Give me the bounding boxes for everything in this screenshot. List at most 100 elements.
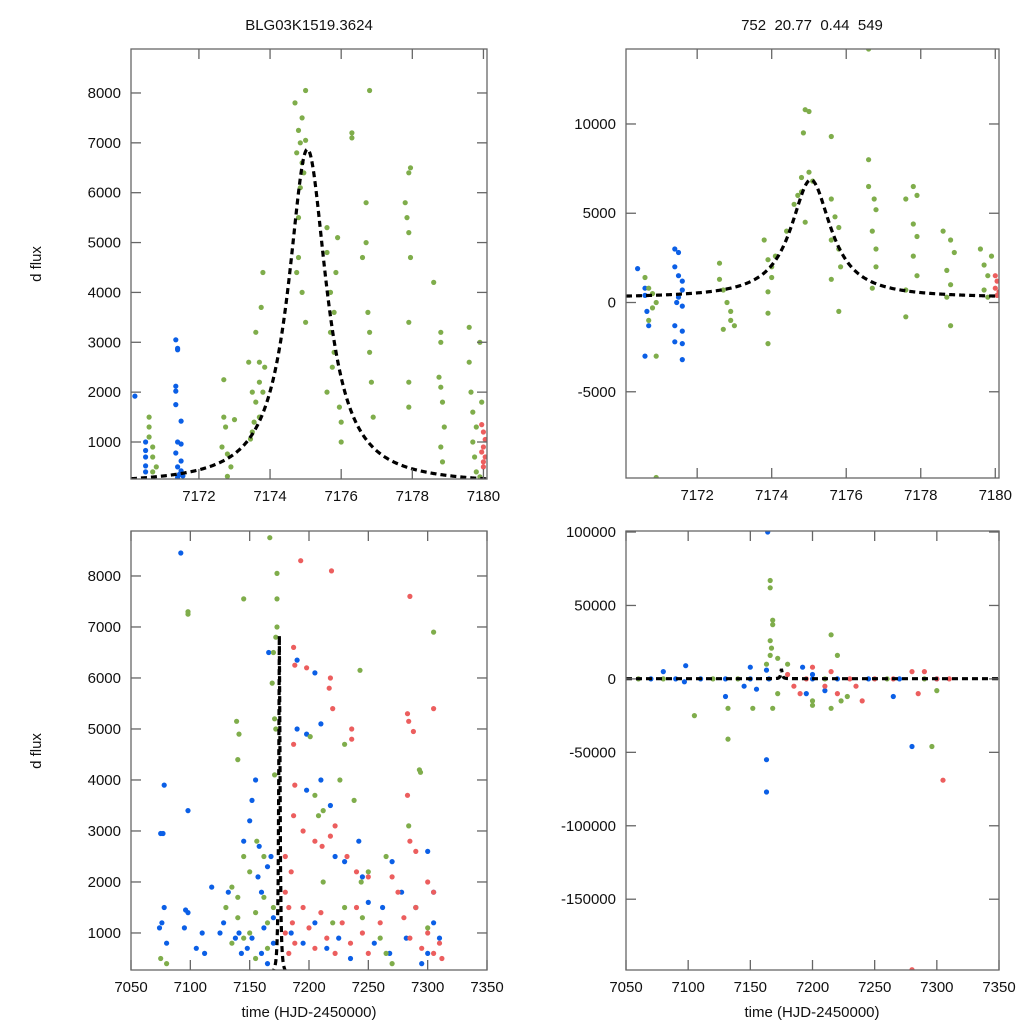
- data-point-blue: [675, 294, 682, 300]
- data-point-red: [828, 669, 834, 675]
- data-point-blue: [173, 450, 179, 456]
- data-point-blue: [288, 930, 294, 936]
- data-point-red: [347, 940, 354, 946]
- y-tick-label: 5000: [583, 205, 616, 222]
- data-point-green: [470, 409, 476, 415]
- data-point-blue: [679, 303, 685, 309]
- data-point-green: [338, 439, 344, 445]
- data-point-blue: [178, 550, 184, 556]
- y-tick-label: -50000: [569, 744, 616, 761]
- data-point-red: [915, 691, 921, 697]
- data-point-green: [770, 622, 776, 628]
- data-point-blue: [336, 935, 342, 941]
- data-point-green: [295, 215, 302, 221]
- data-point-green: [761, 237, 767, 243]
- data-point-red: [328, 568, 335, 574]
- axes-frame: [130, 530, 488, 971]
- x-tick-label: 7174: [755, 487, 788, 504]
- data-point-green: [185, 611, 191, 617]
- plot-area-top-left: [131, 87, 487, 479]
- data-point-green: [948, 237, 954, 243]
- data-point-green: [646, 317, 652, 323]
- data-point-blue: [143, 439, 149, 445]
- data-point-green: [934, 688, 940, 694]
- data-point-red: [318, 910, 324, 916]
- data-point-green: [438, 444, 444, 450]
- data-point-green: [828, 705, 834, 711]
- data-point-blue: [675, 249, 682, 256]
- data-point-green: [948, 282, 954, 288]
- data-point-green: [795, 192, 801, 198]
- data-point-green: [838, 264, 844, 270]
- y-tick-label: 7000: [88, 135, 121, 152]
- data-point-blue: [646, 323, 652, 329]
- data-point-green: [153, 464, 159, 470]
- data-point-red: [349, 726, 355, 732]
- data-point-green: [940, 228, 946, 234]
- x-tick-label: 7200: [292, 979, 325, 996]
- data-point-green: [866, 157, 872, 163]
- data-point-blue: [809, 671, 816, 678]
- y-tick-label: 7000: [88, 619, 121, 636]
- data-point-green: [951, 249, 957, 256]
- data-point-blue: [304, 787, 310, 793]
- x-tick-label: 7176: [324, 488, 357, 505]
- data-point-red: [859, 698, 865, 704]
- data-point-blue: [143, 447, 149, 454]
- x-tick-label: 7250: [352, 979, 385, 996]
- data-point-green: [407, 254, 414, 261]
- data-point-green: [828, 276, 834, 282]
- data-point-red: [992, 273, 998, 279]
- data-point-green: [728, 317, 734, 323]
- data-point-green: [264, 945, 271, 951]
- data-point-blue: [258, 889, 265, 895]
- data-point-green: [767, 585, 773, 591]
- data-point-green: [769, 274, 775, 281]
- data-point-green: [235, 915, 241, 921]
- data-point-blue: [660, 669, 666, 675]
- data-point-blue: [896, 676, 903, 682]
- data-point-red: [480, 429, 486, 435]
- data-point-green: [324, 249, 330, 256]
- panel-top-left: BLG03K1519.3624 d flux 7172 7174 7176 7178 7…: [28, 17, 500, 505]
- data-point-green: [806, 108, 812, 115]
- data-point-blue: [199, 930, 205, 936]
- data-point-green: [468, 389, 474, 395]
- axes-frame: [625, 530, 1000, 971]
- data-point-blue: [431, 920, 437, 926]
- y-tick-label: 2000: [88, 384, 121, 401]
- data-point-green: [404, 215, 410, 221]
- data-point-green: [725, 736, 731, 742]
- data-point-green: [229, 884, 235, 890]
- data-point-green: [146, 434, 152, 440]
- data-point-red: [809, 664, 816, 670]
- data-point-green: [224, 473, 230, 479]
- data-point-red: [349, 736, 355, 742]
- data-point-blue: [161, 782, 167, 788]
- y-tick-label: 8000: [88, 85, 121, 102]
- y-axis-label-bottom-left: d flux: [28, 733, 45, 769]
- data-point-red: [909, 669, 915, 675]
- x-tick-label: 7172: [182, 488, 215, 505]
- data-point-green: [333, 269, 339, 276]
- data-point-red: [282, 853, 288, 860]
- data-point-green: [241, 596, 247, 602]
- data-point-red: [377, 920, 383, 926]
- data-point-green: [329, 364, 335, 370]
- data-point-blue: [679, 341, 685, 347]
- data-point-blue: [244, 945, 250, 951]
- data-point-green: [472, 454, 478, 460]
- data-point-green: [150, 454, 156, 460]
- data-point-blue: [674, 299, 680, 306]
- data-point-green: [295, 127, 302, 133]
- axes-frame: [130, 48, 488, 480]
- data-point-red: [921, 669, 928, 675]
- data-point-green: [763, 661, 770, 667]
- data-point-red: [404, 711, 411, 717]
- data-point-red: [365, 950, 371, 957]
- data-point-red: [327, 675, 333, 681]
- data-point-green: [150, 444, 156, 450]
- x-tick-label: 7100: [174, 979, 207, 996]
- data-point-blue: [909, 743, 915, 750]
